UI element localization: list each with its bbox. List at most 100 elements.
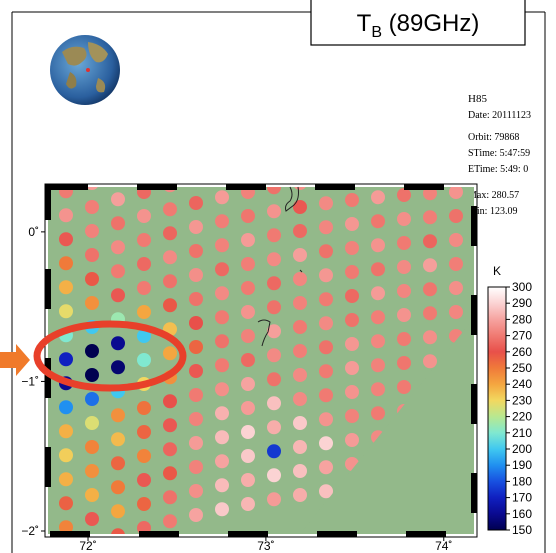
- swath-dot: [59, 232, 73, 246]
- x-tick-label: 74˚: [435, 539, 452, 553]
- swath-dot: [345, 409, 359, 423]
- swath-dot: [293, 368, 307, 382]
- swath-dot: [215, 142, 229, 156]
- swath-dot: [293, 224, 307, 238]
- swath-dot: [111, 432, 125, 446]
- swath-dot: [371, 262, 385, 276]
- swath-dot: [345, 337, 359, 351]
- y-tick-label: −2˚: [21, 524, 39, 538]
- swath-dot: [85, 224, 99, 238]
- swath-dot: [163, 514, 177, 528]
- swath-dot: [267, 228, 281, 242]
- swath-dot: [449, 233, 463, 247]
- swath-dot: [163, 154, 177, 168]
- colorbar-tick-label: 190: [512, 458, 532, 472]
- swath-dot: [137, 257, 151, 271]
- swath-dot: [163, 250, 177, 264]
- swath-dot: [449, 113, 463, 127]
- figure: TB (89GHz) H85 Date: 20111123 Orbit: 798…: [0, 0, 556, 553]
- swath-dot: [137, 449, 151, 463]
- swath-dot: [371, 406, 385, 420]
- swath-dot: [319, 436, 333, 450]
- swath-dot: [85, 416, 99, 430]
- swath-dot: [345, 193, 359, 207]
- swath-dot: [85, 344, 99, 358]
- swath-dot: [85, 392, 99, 406]
- swath-dot: [371, 286, 385, 300]
- swath-dot: [163, 226, 177, 240]
- swath-dot: [111, 456, 125, 470]
- swath-dot: [319, 292, 333, 306]
- swath-dot: [137, 353, 151, 367]
- swath-dot: [345, 217, 359, 231]
- swath-dot: [241, 209, 255, 223]
- colorbar-tick-label: 160: [512, 507, 532, 521]
- swath-dot: [371, 142, 385, 156]
- swath-dot: [293, 416, 307, 430]
- swath-dot: [189, 316, 203, 330]
- swath-dot: [267, 204, 281, 218]
- swath-dot: [59, 208, 73, 222]
- swath-dot: [189, 340, 203, 354]
- swath-dot: [449, 257, 463, 271]
- swath-dot: [137, 305, 151, 319]
- swath-dot: [267, 276, 281, 290]
- swath-dot: [59, 352, 73, 366]
- orbit-label: Orbit: 79868: [468, 132, 519, 143]
- swath-dot: [319, 388, 333, 402]
- swath-dot: [397, 284, 411, 298]
- swath-dot: [59, 544, 73, 553]
- swath-dot: [59, 256, 73, 270]
- swath-dot: [319, 268, 333, 282]
- swath-dot: [85, 248, 99, 262]
- swath-dot: [267, 492, 281, 506]
- swath-dot: [345, 433, 359, 447]
- swath-dot: [267, 180, 281, 194]
- pointer-arrow: [0, 344, 30, 376]
- swath-dot: [137, 401, 151, 415]
- swath-dot: [189, 412, 203, 426]
- swath-dot: [215, 286, 229, 300]
- colorbar-tick-label: 200: [512, 442, 532, 456]
- colorbar-unit: K: [493, 264, 501, 278]
- swath-dot: [423, 282, 437, 296]
- swath-dot: [189, 220, 203, 234]
- swath-dot: [85, 296, 99, 310]
- swath-dot: [111, 360, 125, 374]
- swath-dot: [189, 268, 203, 282]
- swath-dot: [163, 202, 177, 216]
- colorbar-tick-label: 240: [512, 377, 532, 391]
- swath-dot: [111, 504, 125, 518]
- swath-dot: [189, 148, 203, 162]
- swath-dot: [241, 425, 255, 439]
- swath-dot: [59, 448, 73, 462]
- swath-dot: [345, 313, 359, 327]
- swath-dot: [423, 306, 437, 320]
- swath-dot: [423, 114, 437, 128]
- swath-dot: [397, 164, 411, 178]
- swath-dot: [111, 240, 125, 254]
- swath-dot: [215, 238, 229, 252]
- swath-dot: [59, 304, 73, 318]
- swath-dot: [423, 162, 437, 176]
- swath-dot: [215, 310, 229, 324]
- swath-dot: [111, 216, 125, 230]
- swath-dot: [137, 209, 151, 223]
- swath-dot: [85, 488, 99, 502]
- swath-dot: [293, 320, 307, 334]
- swath-dot: [371, 190, 385, 204]
- swath-dot: [85, 272, 99, 286]
- swath-dot: [267, 132, 281, 146]
- swath-dot: [111, 168, 125, 182]
- swath-dot: [397, 236, 411, 250]
- swath-dot: [59, 424, 73, 438]
- x-tick-label: 72˚: [79, 539, 96, 553]
- start-time-label: STime: 5:47:59: [468, 148, 530, 159]
- swath-dot: [241, 329, 255, 343]
- swath-dot: [111, 192, 125, 206]
- swath-dot: [371, 334, 385, 348]
- swath-dot: [267, 252, 281, 266]
- swath-dot: [85, 200, 99, 214]
- swath-dot: [59, 280, 73, 294]
- swath-dot: [319, 340, 333, 354]
